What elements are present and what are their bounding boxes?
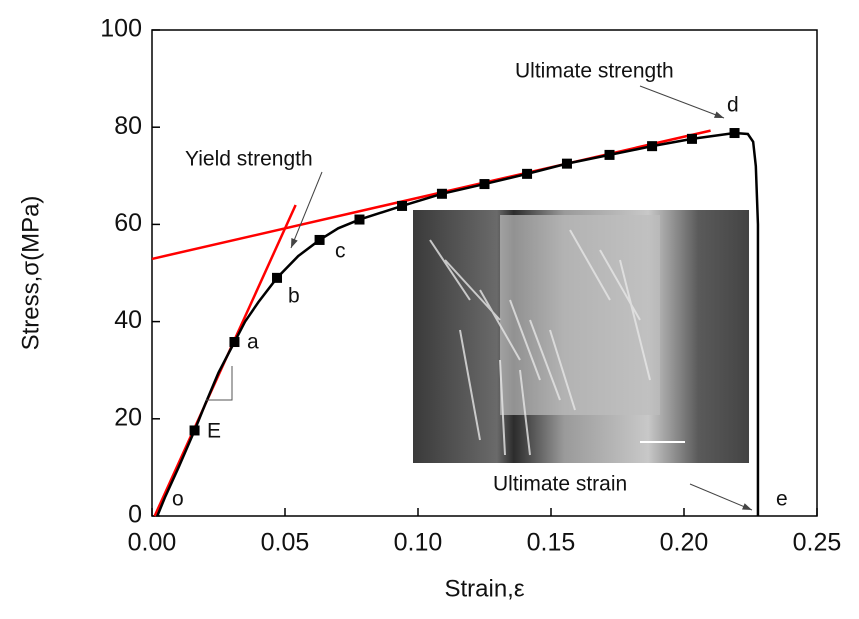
y-tick-label: 0 (128, 501, 142, 529)
x-tick-label: 0.05 (261, 529, 310, 557)
annotation: Ultimate strain (493, 473, 627, 496)
x-tick-label: 0.20 (660, 529, 709, 557)
annotation: a (247, 331, 259, 354)
annotation: b (288, 285, 300, 308)
arrow (689, 483, 753, 511)
x-axis-label: Strain,ε (444, 575, 524, 602)
marker (729, 128, 740, 139)
marker (522, 168, 533, 179)
plot-frame (151, 29, 818, 517)
annotation: Yield strength (185, 148, 313, 171)
y-tick-label: 20 (114, 403, 142, 431)
x-tick-label: 0.15 (527, 529, 576, 557)
arrow (290, 171, 323, 249)
annotation: d (727, 94, 739, 117)
marker (686, 133, 697, 144)
y-tick-label: 100 (100, 15, 142, 43)
arrow-head (742, 503, 752, 510)
annotation: c (335, 240, 346, 263)
marker (561, 158, 572, 169)
arrow-head (291, 238, 298, 248)
annotation: E (207, 420, 221, 443)
y-tick-label: 40 (114, 306, 142, 334)
marker (189, 425, 200, 436)
modulus-triangle (206, 366, 233, 401)
marker (314, 234, 325, 245)
marker (604, 149, 615, 160)
annotation: o (172, 488, 184, 511)
marker (436, 188, 447, 199)
y-axis-label: Stress,σ(MPa) (17, 196, 44, 351)
arrow (639, 85, 725, 119)
x-tick-label: 0.10 (394, 529, 443, 557)
arrow-head (714, 111, 724, 118)
marker (229, 337, 240, 348)
marker (647, 141, 658, 152)
marker (354, 214, 365, 225)
series-line (156, 131, 760, 517)
y-tick-label: 60 (114, 209, 142, 237)
sem-inset (413, 210, 749, 463)
plot: 0.00 0.05 0.10 0.15 0.20 0.25 0 20 40 60 80 100 Stra… (17, 15, 841, 603)
x-tick-label: 0.00 (128, 529, 177, 557)
marker (397, 200, 408, 211)
annotation: e (776, 488, 788, 511)
marker (479, 179, 490, 190)
marker (272, 272, 283, 283)
y-tick-label: 80 (114, 112, 142, 140)
annotation: Ultimate strength (515, 60, 674, 83)
x-tick-label: 0.25 (793, 529, 842, 557)
